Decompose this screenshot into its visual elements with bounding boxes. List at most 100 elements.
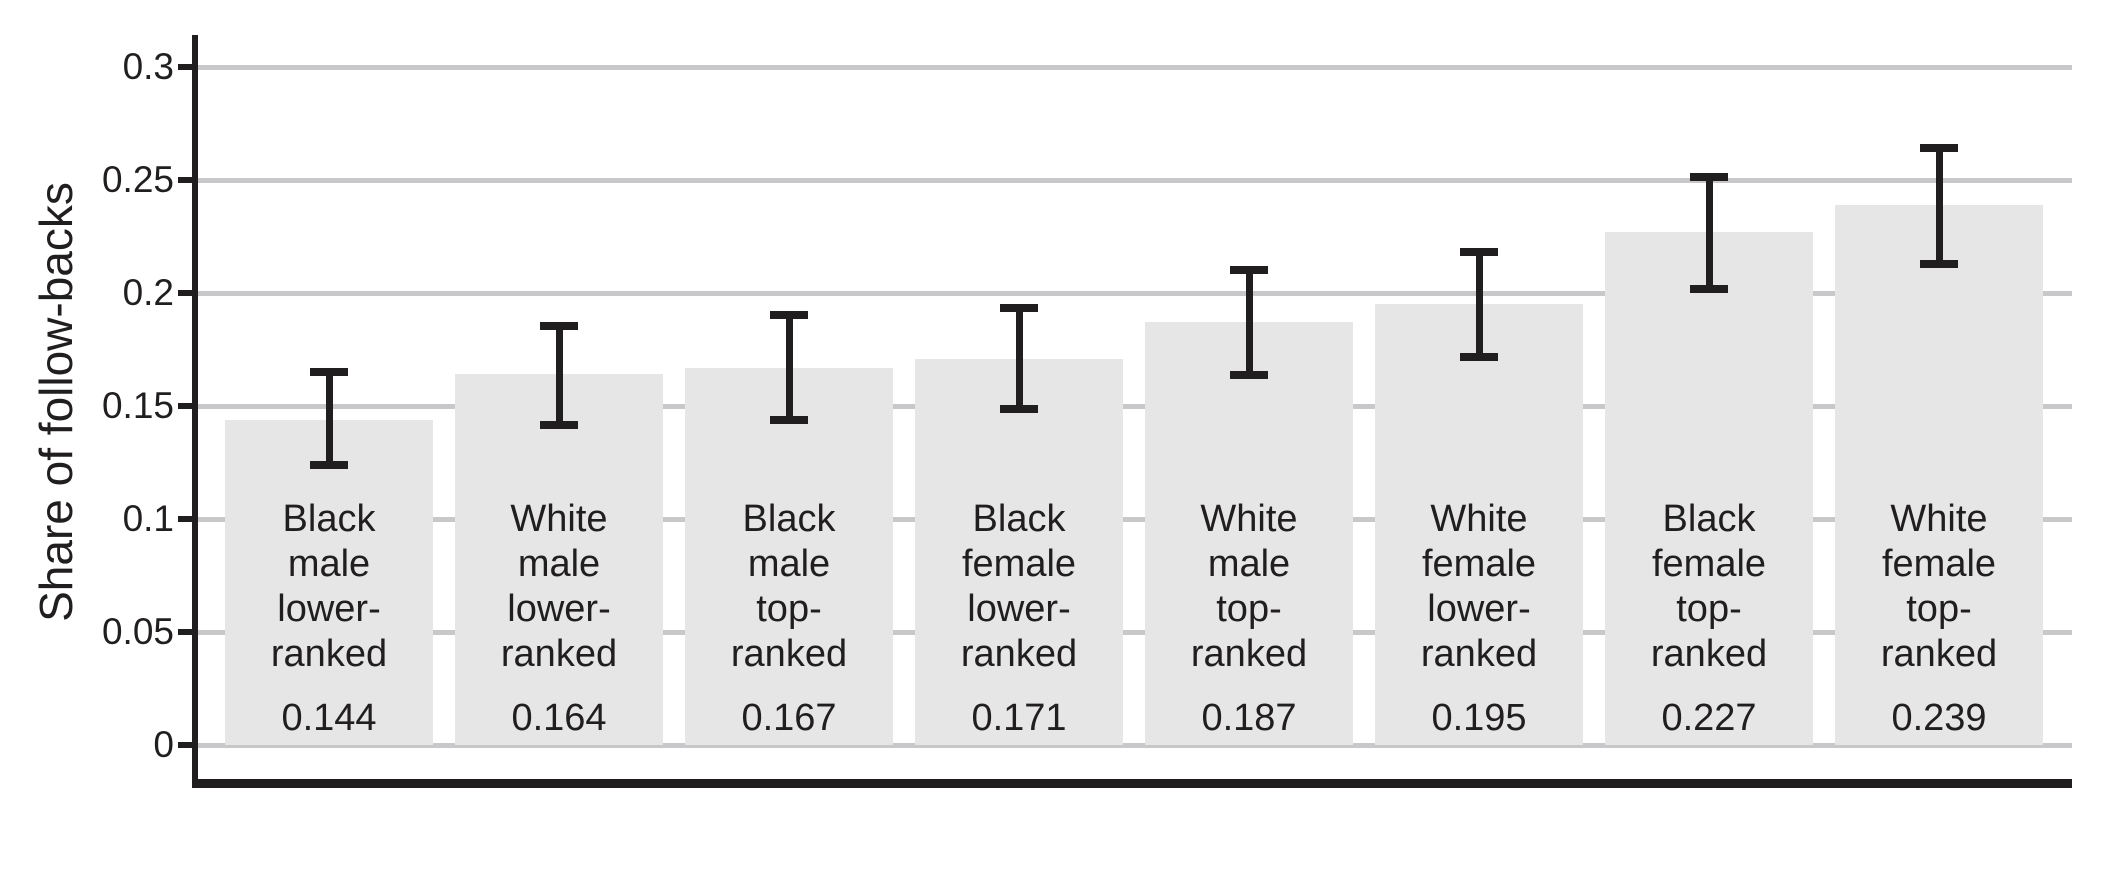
bar-label-line: female	[1421, 543, 1537, 585]
error-bar-top-cap	[770, 311, 808, 320]
bar-label-line: top-	[1676, 588, 1742, 630]
bar-label-line: ranked	[730, 633, 848, 675]
error-bar-bottom-cap	[1690, 284, 1728, 293]
bar-value-label: 0.239	[1891, 697, 1987, 739]
bar	[1605, 231, 1813, 745]
x-axis-line	[192, 779, 2072, 788]
bar-label: Black male lower-ranked	[225, 497, 433, 677]
y-axis-tick	[178, 64, 198, 70]
bar-label-line: White	[1430, 498, 1528, 540]
bar-label-line: Black	[972, 498, 1066, 540]
error-bar	[310, 367, 348, 470]
error-bar-stem	[1475, 247, 1483, 361]
bar-label-line: White	[1200, 498, 1298, 540]
error-bar-top-cap	[1460, 247, 1498, 256]
y-tick-label: 0.2	[122, 272, 174, 313]
bar-label: White female lower-ranked	[1375, 497, 1583, 677]
bar-label: Black female lower-ranked	[915, 497, 1123, 677]
bar-label-line: lower-	[967, 588, 1071, 630]
bar-label-line: Black	[742, 498, 836, 540]
y-axis-tick	[178, 742, 198, 748]
bar-value-label: 0.187	[1201, 697, 1297, 739]
bar-label-line: ranked	[1190, 633, 1308, 675]
bar-value-label: 0.227	[1661, 697, 1757, 739]
error-bar	[770, 311, 808, 425]
y-tick-label: 0.15	[101, 385, 174, 426]
error-bar-bottom-cap	[1460, 352, 1498, 361]
bar-value-label: 0.164	[511, 697, 607, 739]
bar-label-line: top-	[1216, 588, 1282, 630]
error-bar	[1230, 265, 1268, 379]
bar-label: White male lower-ranked	[455, 497, 663, 677]
gridline	[198, 743, 2072, 748]
y-axis-line	[192, 35, 198, 788]
error-bar	[1000, 304, 1038, 413]
bar-label: Black female top-ranked	[1605, 497, 1813, 677]
y-tick-label: 0.05	[101, 611, 174, 652]
bar-label-line: lower-	[1427, 588, 1531, 630]
error-bar-top-cap	[1230, 265, 1268, 274]
gridline	[198, 65, 2072, 70]
bar-label-line: female	[961, 543, 1077, 585]
bar-label: Black male top-ranked	[685, 497, 893, 677]
y-axis-tick	[178, 516, 198, 522]
y-tick-label: 0.3	[122, 46, 174, 87]
bar-label-line: top-	[756, 588, 822, 630]
error-bar-top-cap	[1920, 143, 1958, 152]
error-bar	[540, 322, 578, 429]
bar-label-line: lower-	[507, 588, 611, 630]
bar-label-line: lower-	[277, 588, 381, 630]
y-tick-label: 0.1	[122, 498, 174, 539]
gridline	[198, 291, 2072, 296]
bar-label-line: Black	[1662, 498, 1756, 540]
error-bar	[1920, 143, 1958, 269]
y-axis-tick	[178, 629, 198, 635]
bar	[225, 419, 433, 745]
error-bar-top-cap	[1000, 304, 1038, 313]
bar-label-line: male	[517, 543, 601, 585]
y-axis-tick	[178, 290, 198, 296]
bar-label-line: ranked	[1420, 633, 1538, 675]
y-axis-tick	[178, 403, 198, 409]
bar	[915, 358, 1123, 745]
error-bar-stem	[1245, 265, 1253, 379]
y-tick-label: 0.25	[101, 159, 174, 200]
bar-label-line: White	[510, 498, 608, 540]
bar-label: White male top-ranked	[1145, 497, 1353, 677]
bar-label-line: ranked	[960, 633, 1078, 675]
bar-label-line: male	[747, 543, 831, 585]
bar-label-line: female	[1651, 543, 1767, 585]
bar	[1375, 304, 1583, 745]
gridline	[198, 630, 2072, 635]
gridline	[198, 517, 2072, 522]
error-bar-bottom-cap	[1000, 404, 1038, 413]
bar-label-line: ranked	[500, 633, 618, 675]
error-bar-bottom-cap	[1230, 370, 1268, 379]
error-bar-top-cap	[1690, 173, 1728, 182]
error-bar-stem	[325, 367, 333, 470]
bar-label-line: ranked	[1650, 633, 1768, 675]
bar-value-label: 0.167	[741, 697, 837, 739]
error-bar-stem	[785, 311, 793, 425]
error-bar-top-cap	[310, 367, 348, 376]
gridline	[198, 178, 2072, 183]
bar-value-label: 0.171	[971, 697, 1067, 739]
error-bar	[1690, 173, 1728, 293]
bar-label-line: top-	[1906, 588, 1972, 630]
error-bar	[1460, 247, 1498, 361]
bar-value-label: 0.144	[281, 697, 377, 739]
gridline	[198, 404, 2072, 409]
error-bar-stem	[1015, 304, 1023, 413]
bar-label-line: Black	[282, 498, 376, 540]
error-bar-stem	[555, 322, 563, 429]
bar-label-line: male	[1207, 543, 1291, 585]
bar-label: White female top-ranked	[1835, 497, 2043, 677]
error-bar-bottom-cap	[770, 416, 808, 425]
bar	[685, 367, 893, 745]
error-bar-bottom-cap	[1920, 260, 1958, 269]
bar-label-line: male	[287, 543, 371, 585]
error-bar-bottom-cap	[540, 420, 578, 429]
error-bar-top-cap	[540, 322, 578, 331]
